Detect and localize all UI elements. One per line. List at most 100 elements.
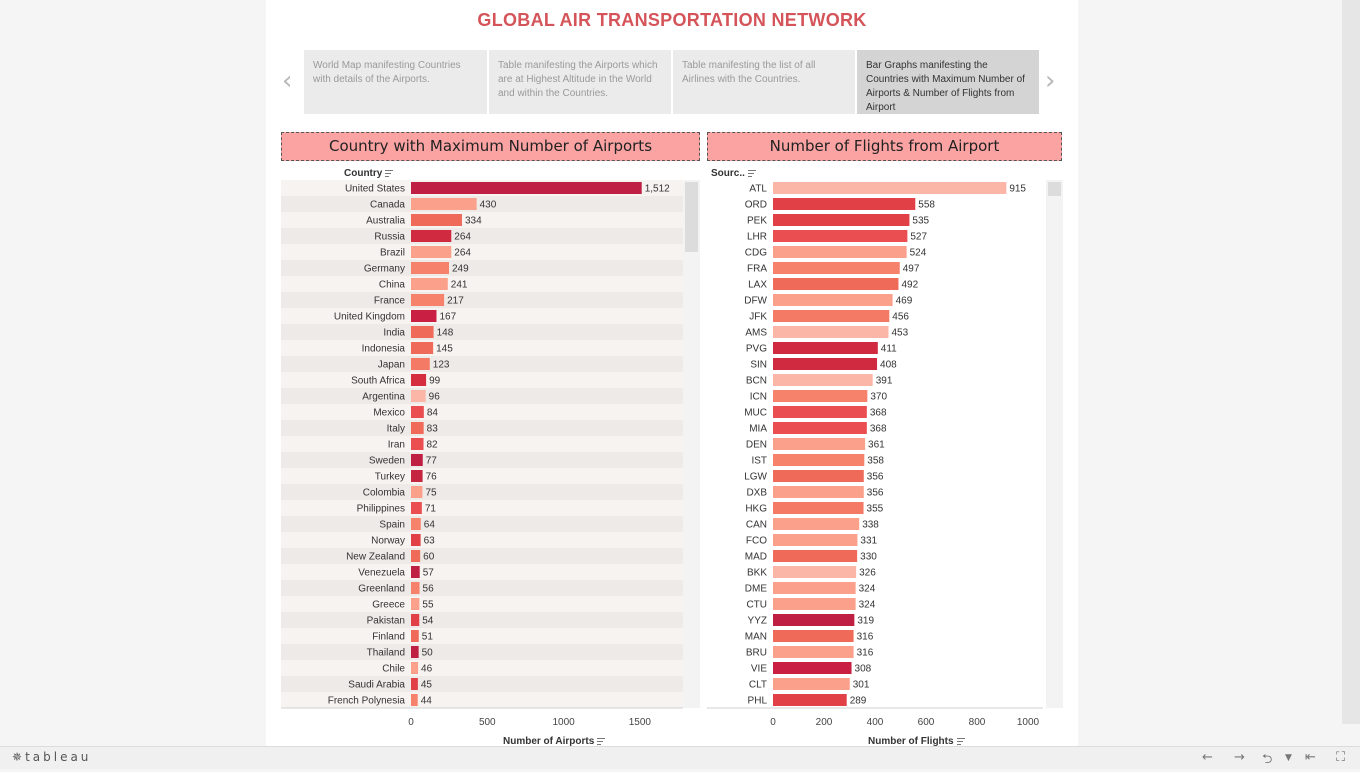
bar[interactable] bbox=[773, 550, 858, 562]
bar[interactable] bbox=[773, 518, 860, 530]
bar[interactable] bbox=[773, 422, 867, 434]
category-label[interactable]: Philippines bbox=[357, 504, 405, 515]
bar[interactable] bbox=[773, 614, 855, 626]
bar[interactable] bbox=[411, 694, 418, 706]
bar[interactable] bbox=[773, 326, 889, 338]
story-point-1[interactable]: World Map manifesting Countries with det… bbox=[304, 50, 487, 114]
bar[interactable] bbox=[773, 582, 856, 594]
bar[interactable] bbox=[411, 214, 462, 226]
category-label[interactable]: DFW bbox=[744, 296, 767, 307]
category-label[interactable]: Sweden bbox=[369, 456, 405, 467]
category-label[interactable]: HKG bbox=[745, 504, 767, 515]
category-label[interactable]: Chile bbox=[382, 664, 405, 675]
category-label[interactable]: ORD bbox=[745, 200, 767, 211]
category-label[interactable]: Canada bbox=[370, 200, 405, 211]
category-label[interactable]: Pakistan bbox=[367, 616, 405, 627]
bar[interactable] bbox=[773, 342, 878, 354]
bar[interactable] bbox=[773, 486, 864, 498]
bar[interactable] bbox=[773, 278, 899, 290]
category-label[interactable]: CDG bbox=[745, 248, 767, 259]
category-label[interactable]: PVG bbox=[746, 344, 767, 355]
category-label[interactable]: New Zealand bbox=[346, 552, 405, 563]
category-label[interactable]: United States bbox=[345, 184, 405, 195]
category-label[interactable]: Japan bbox=[378, 360, 405, 371]
bar[interactable] bbox=[411, 262, 449, 274]
fullscreen-icon[interactable]: ⛶ bbox=[1336, 750, 1346, 765]
chart-scrollbar-track[interactable] bbox=[683, 180, 700, 708]
airports-axis-title[interactable]: Number of Airports bbox=[503, 736, 606, 747]
bar[interactable] bbox=[411, 310, 437, 322]
bar[interactable] bbox=[411, 502, 422, 514]
bar[interactable] bbox=[411, 198, 477, 210]
chevron-down-icon[interactable]: ▼ bbox=[1285, 753, 1292, 763]
bar[interactable] bbox=[411, 438, 424, 450]
story-point-4[interactable]: Bar Graphs manifesting the Countries wit… bbox=[857, 50, 1039, 114]
bar[interactable] bbox=[773, 374, 873, 386]
bar[interactable] bbox=[411, 294, 445, 306]
bar[interactable] bbox=[411, 454, 423, 466]
category-label[interactable]: MUC bbox=[744, 408, 767, 419]
bar[interactable] bbox=[773, 534, 858, 546]
bar[interactable] bbox=[411, 406, 424, 418]
bar[interactable] bbox=[411, 598, 420, 610]
category-label[interactable]: LHR bbox=[747, 232, 767, 243]
share-icon[interactable]: ⮌ bbox=[1262, 752, 1273, 767]
bar[interactable] bbox=[411, 550, 421, 562]
bar[interactable] bbox=[411, 646, 419, 658]
category-label[interactable]: BCN bbox=[746, 376, 767, 387]
category-label[interactable]: Finland bbox=[372, 632, 405, 643]
bar[interactable] bbox=[411, 326, 434, 338]
bar[interactable] bbox=[773, 630, 854, 642]
bar[interactable] bbox=[411, 662, 419, 674]
bar[interactable] bbox=[411, 342, 434, 354]
category-label[interactable]: Indonesia bbox=[362, 344, 406, 355]
page-scrollbar[interactable] bbox=[1342, 0, 1360, 724]
bar[interactable] bbox=[411, 470, 423, 482]
category-label[interactable]: Colombia bbox=[363, 488, 406, 499]
sort-icon[interactable] bbox=[956, 737, 965, 745]
bar[interactable] bbox=[773, 646, 854, 658]
category-label[interactable]: PHL bbox=[748, 696, 768, 707]
bar[interactable] bbox=[773, 294, 893, 306]
category-label[interactable]: CAN bbox=[746, 520, 767, 531]
bar[interactable] bbox=[411, 566, 420, 578]
category-label[interactable]: Greece bbox=[372, 600, 405, 611]
category-label[interactable]: DEN bbox=[746, 440, 767, 451]
sort-icon[interactable] bbox=[385, 169, 394, 177]
bar[interactable] bbox=[411, 422, 424, 434]
bar[interactable] bbox=[773, 406, 867, 418]
bar[interactable] bbox=[411, 518, 421, 530]
bar[interactable] bbox=[411, 534, 421, 546]
category-label[interactable]: BRU bbox=[746, 648, 767, 659]
category-label[interactable]: Greenland bbox=[358, 584, 405, 595]
story-point-3[interactable]: Table manifesting the list of all Airlin… bbox=[673, 50, 855, 114]
bar[interactable] bbox=[773, 470, 864, 482]
chart-scrollbar-thumb[interactable] bbox=[685, 182, 698, 252]
bar[interactable] bbox=[773, 262, 900, 274]
category-label[interactable]: India bbox=[383, 328, 405, 339]
category-label[interactable]: MIA bbox=[749, 424, 767, 435]
category-label[interactable]: South Africa bbox=[351, 376, 405, 387]
category-label[interactable]: LAX bbox=[748, 280, 767, 291]
bar[interactable] bbox=[773, 454, 865, 466]
category-label[interactable]: Venezuela bbox=[358, 568, 405, 579]
bar[interactable] bbox=[411, 358, 430, 370]
bar[interactable] bbox=[411, 486, 423, 498]
bar[interactable] bbox=[773, 678, 850, 690]
chevron-left-icon[interactable]: ‹ bbox=[282, 66, 293, 96]
category-label[interactable]: Spain bbox=[379, 520, 405, 531]
category-label[interactable]: Australia bbox=[366, 216, 405, 227]
category-label[interactable]: Brazil bbox=[380, 248, 405, 259]
chart-scrollbar-track[interactable] bbox=[1046, 180, 1063, 708]
category-label[interactable]: France bbox=[374, 296, 406, 307]
category-label[interactable]: ICN bbox=[750, 392, 767, 403]
category-label[interactable]: Mexico bbox=[373, 408, 405, 419]
country-column-header[interactable]: Country bbox=[344, 168, 394, 179]
category-label[interactable]: China bbox=[379, 280, 406, 291]
category-label[interactable]: Iran bbox=[388, 440, 405, 451]
category-label[interactable]: Norway bbox=[371, 536, 405, 547]
category-label[interactable]: MAN bbox=[745, 632, 767, 643]
tableau-logo[interactable]: ✵tableau bbox=[12, 750, 91, 764]
category-label[interactable]: Russia bbox=[374, 232, 405, 243]
bar[interactable] bbox=[773, 390, 868, 402]
